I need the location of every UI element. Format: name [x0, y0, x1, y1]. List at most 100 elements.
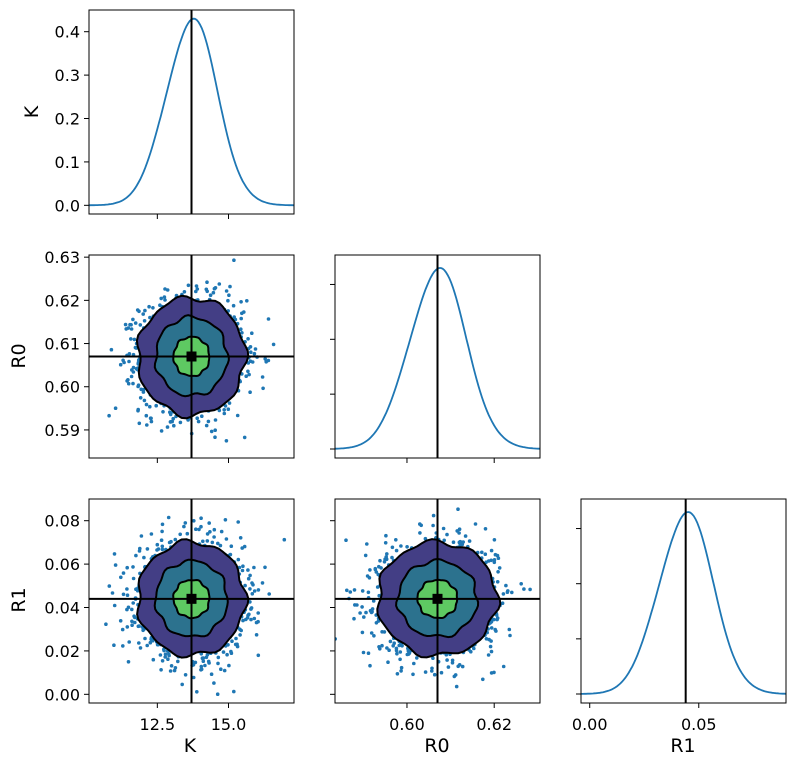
scatter-point: [227, 401, 232, 405]
scatter-point: [457, 663, 462, 667]
scatter-point: [504, 583, 508, 588]
scatter-point: [145, 643, 149, 648]
scatter-point: [141, 390, 146, 394]
scatter-point: [203, 663, 207, 668]
scatter-point: [150, 472, 154, 476]
scatter-point: [384, 533, 388, 538]
scatter-point: [263, 565, 267, 570]
scatter-point: [241, 564, 245, 568]
scatter-point: [143, 308, 147, 313]
scatter-point: [169, 420, 173, 424]
scatter-point: [398, 650, 403, 654]
scatter-point: [162, 295, 167, 299]
scatter-point: [493, 627, 498, 632]
scatter-point: [130, 607, 134, 612]
scatter-point: [199, 516, 203, 520]
scatter-point: [228, 284, 232, 289]
scatter-point: [248, 573, 252, 578]
scatter-point: [360, 630, 365, 635]
scatter-point: [415, 656, 419, 660]
scatter-point: [204, 655, 209, 660]
scatter-point: [131, 565, 135, 569]
scatter-point: [143, 636, 147, 641]
scatter-point: [119, 575, 123, 580]
scatter-point: [148, 315, 152, 320]
scatter-point: [210, 540, 215, 545]
scatter-point: [138, 396, 143, 400]
scatter-point: [121, 571, 126, 575]
scatter-point: [139, 534, 144, 538]
scatter-point: [252, 351, 257, 356]
scatter-point: [483, 527, 488, 531]
scatter-point: [488, 644, 493, 649]
scatter-point: [137, 309, 141, 314]
scatter-point: [460, 664, 465, 669]
scatter-point: [208, 530, 212, 534]
scatter-point: [131, 601, 135, 605]
scatter-point: [139, 387, 143, 392]
scatter-point: [137, 641, 141, 645]
scatter-point: [126, 381, 131, 386]
scatter-point: [239, 327, 243, 332]
scatter-point: [160, 522, 165, 527]
scatter-point: [155, 548, 159, 552]
scatter-point: [246, 576, 251, 581]
scatter-point: [159, 296, 163, 301]
scatter-point: [497, 566, 502, 570]
scatter-point: [430, 669, 434, 673]
scatter-point: [231, 303, 236, 308]
scatter-point: [176, 659, 180, 664]
scatter-point: [399, 544, 403, 548]
scatter-point: [121, 644, 125, 648]
scatter-point: [112, 552, 117, 556]
scatter-point: [155, 542, 160, 547]
truth-marker: [186, 351, 197, 362]
scatter-point: [383, 541, 388, 545]
scatter-point: [500, 601, 505, 605]
scatter-point: [243, 583, 247, 588]
scatter-point: [178, 420, 183, 425]
truth-marker: [186, 593, 197, 604]
scatter-point: [398, 657, 402, 662]
scatter-point: [348, 590, 353, 594]
scatter-point: [457, 540, 462, 545]
scatter-point: [282, 537, 287, 542]
scatter-point: [366, 651, 371, 655]
scatter-point: [405, 545, 409, 549]
scatter-point: [365, 542, 369, 546]
scatter-point: [528, 587, 532, 592]
scatter-point: [249, 607, 253, 611]
scatter-point: [253, 347, 258, 351]
scatter-point: [147, 304, 151, 309]
scatter-point: [161, 410, 165, 414]
scatter-point: [126, 660, 131, 664]
scatter-point: [366, 590, 371, 595]
scatter-point: [199, 652, 204, 656]
scatter-point: [457, 531, 461, 535]
scatter-point: [250, 592, 255, 596]
scatter-point: [124, 327, 128, 331]
scatter-point: [395, 651, 399, 656]
scatter-point: [492, 538, 497, 542]
scatter-point: [260, 375, 265, 379]
scatter-point: [445, 658, 449, 662]
scatter-point: [194, 527, 198, 531]
scatter-point: [133, 345, 138, 350]
scatter-point: [160, 529, 164, 534]
scatter-point: [484, 637, 489, 641]
density-curve-R1: [581, 511, 787, 695]
scatter-point: [159, 429, 164, 433]
scatter-point: [362, 615, 366, 619]
scatter-point: [240, 311, 244, 316]
scatter-point: [501, 592, 506, 596]
scatter-point: [151, 657, 156, 662]
scatter-point: [160, 544, 165, 549]
scatter-point: [201, 659, 206, 663]
scatter-point: [223, 518, 228, 522]
scatter-point: [182, 524, 186, 529]
scatter-point: [163, 655, 167, 659]
scatter-point: [178, 532, 182, 537]
scatter-point: [197, 527, 201, 532]
scatter-point: [138, 323, 143, 327]
scatter-point: [110, 591, 115, 595]
